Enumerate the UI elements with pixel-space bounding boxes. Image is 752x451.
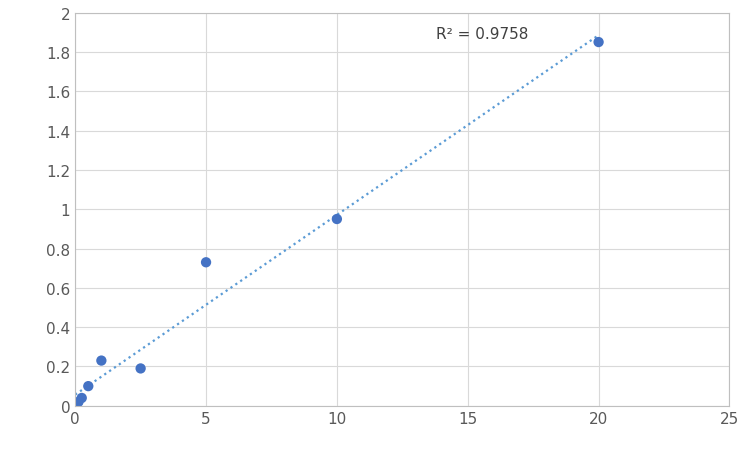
Text: R² = 0.9758: R² = 0.9758 xyxy=(436,27,529,42)
Point xyxy=(72,398,84,405)
Point xyxy=(200,259,212,266)
Point xyxy=(76,395,88,402)
Point xyxy=(96,357,108,364)
Point xyxy=(82,382,94,390)
Point xyxy=(135,365,147,372)
Point xyxy=(331,216,343,223)
Point xyxy=(593,39,605,46)
Point xyxy=(69,402,81,410)
